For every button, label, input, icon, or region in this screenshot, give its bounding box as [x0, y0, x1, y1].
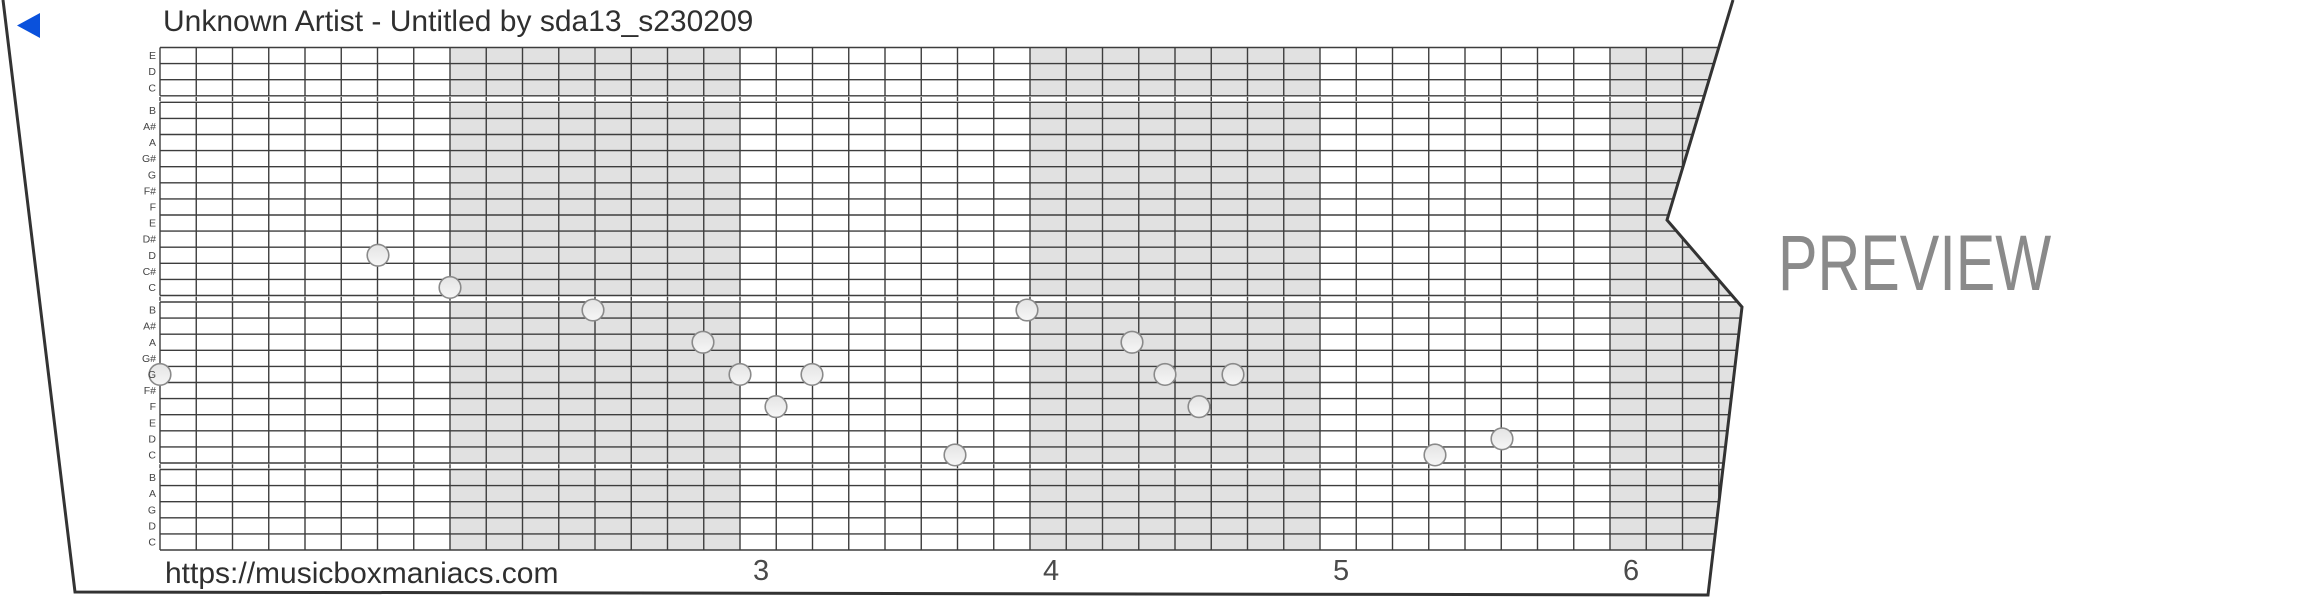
row-label: G — [148, 169, 156, 181]
note-dot-f — [1187, 395, 1211, 419]
row-label: C — [148, 82, 156, 94]
note-dot-d — [366, 243, 390, 267]
row-label: D — [148, 433, 156, 445]
row-label: A# — [143, 121, 156, 133]
strip-title: Unknown Artist - Untitled by sda13_s2302… — [163, 5, 753, 38]
row-label: C — [148, 536, 156, 548]
row-label: D — [148, 66, 156, 78]
measure-number: 4 — [1043, 555, 1059, 587]
row-label: F — [150, 401, 156, 413]
row-label: A# — [143, 321, 156, 333]
note-dot-c — [943, 443, 967, 467]
row-label: E — [149, 50, 156, 62]
row-label: C — [148, 449, 156, 461]
row-label: B — [149, 472, 156, 484]
note-dot-a — [1120, 330, 1144, 354]
row-label: A — [149, 337, 156, 349]
note-dot-g — [1221, 362, 1245, 387]
note-dots — [148, 243, 1514, 467]
strip-border — [1, 0, 1744, 597]
row-label: F# — [144, 185, 156, 197]
shaded-measure-block — [1610, 47, 1742, 96]
row-label: F — [150, 201, 156, 213]
row-label: B — [149, 105, 156, 117]
note-dot-a — [691, 330, 715, 354]
row-label: G — [148, 369, 156, 381]
row-label: A — [149, 137, 156, 149]
shaded-measure-block — [1610, 469, 1742, 550]
row-label: E — [149, 218, 156, 230]
row-label: C# — [143, 266, 157, 278]
row-label: C — [148, 282, 156, 294]
grid-lines — [159, 46, 1742, 551]
row-label: G# — [142, 353, 156, 365]
note-dot-g — [1153, 362, 1177, 387]
note-dot-b — [581, 298, 605, 322]
note-dot-g — [728, 362, 752, 387]
note-dot-f — [764, 395, 788, 419]
row-label: G# — [142, 153, 156, 165]
row-label: D# — [143, 234, 157, 246]
play-button[interactable] — [17, 13, 40, 38]
row-label: B — [149, 305, 156, 317]
note-dot-c — [438, 275, 462, 300]
note-dot-d — [1490, 427, 1514, 451]
row-label: F# — [144, 385, 156, 397]
note-dot-g — [800, 362, 824, 387]
note-dot-b — [1015, 298, 1039, 322]
row-label: E — [149, 417, 156, 429]
measure-number: 6 — [1623, 555, 1639, 587]
row-label: D — [148, 520, 156, 532]
site-url-link[interactable]: https://musicboxmaniacs.com — [165, 557, 558, 590]
preview-watermark: PREVIEW — [1778, 219, 2051, 307]
row-label: G — [148, 504, 156, 516]
measure-number: 3 — [753, 555, 769, 587]
measure-numbers: 3 4 5 6 — [753, 555, 1639, 587]
note-dot-c — [1423, 443, 1447, 467]
row-label: D — [148, 250, 156, 262]
row-label: A — [149, 488, 156, 500]
note-dot-g — [148, 362, 172, 387]
measure-number: 5 — [1333, 555, 1349, 587]
